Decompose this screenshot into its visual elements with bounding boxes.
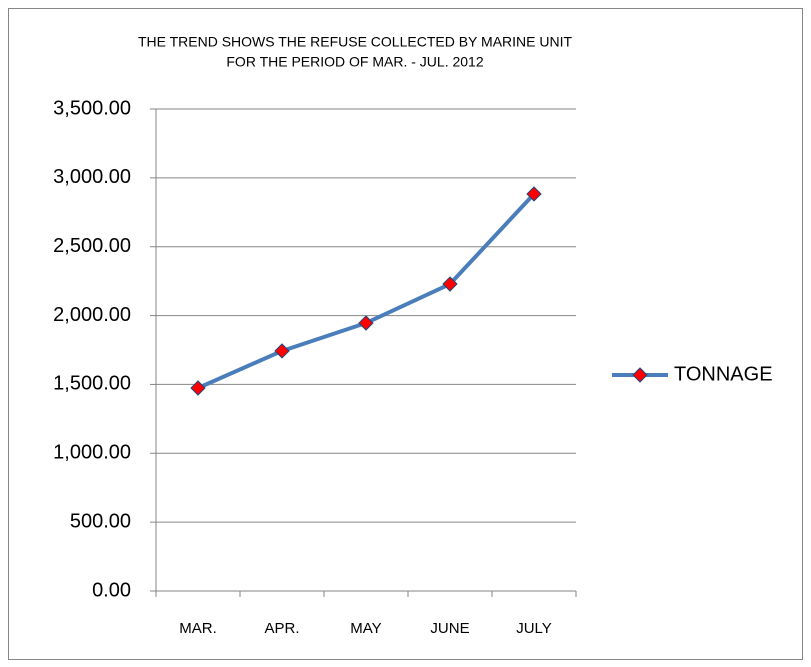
y-tick-label: 2,500.00 [53,235,131,257]
y-tick-label: 500.00 [70,510,131,532]
point-marker [358,315,374,331]
chart-title: FOR THE PERIOD OF MAR. - JUL. 2012 [226,54,483,70]
x-tick-label: MAR. [179,620,217,637]
y-tick-label: 3,000.00 [53,166,131,188]
x-tick-label: JULY [516,620,552,637]
chart-title: THE TREND SHOWS THE REFUSE COLLECTED BY … [138,34,573,50]
y-tick-label: 1,500.00 [53,373,131,395]
chart-border [8,8,803,660]
y-tick-label: 0.00 [92,579,131,601]
point-marker [526,186,542,202]
point-marker [442,276,458,292]
x-tick-label: APR. [264,620,299,637]
legend-marker [632,367,648,383]
y-tick-label: 1,000.00 [53,442,131,464]
y-tick-label: 3,500.00 [53,97,131,119]
point-marker [274,343,290,359]
x-tick-label: MAY [350,620,381,637]
x-tick-label: JUNE [430,620,469,637]
y-tick-label: 2,000.00 [53,304,131,326]
legend-label: TONNAGE [674,363,773,385]
point-marker [190,380,206,396]
